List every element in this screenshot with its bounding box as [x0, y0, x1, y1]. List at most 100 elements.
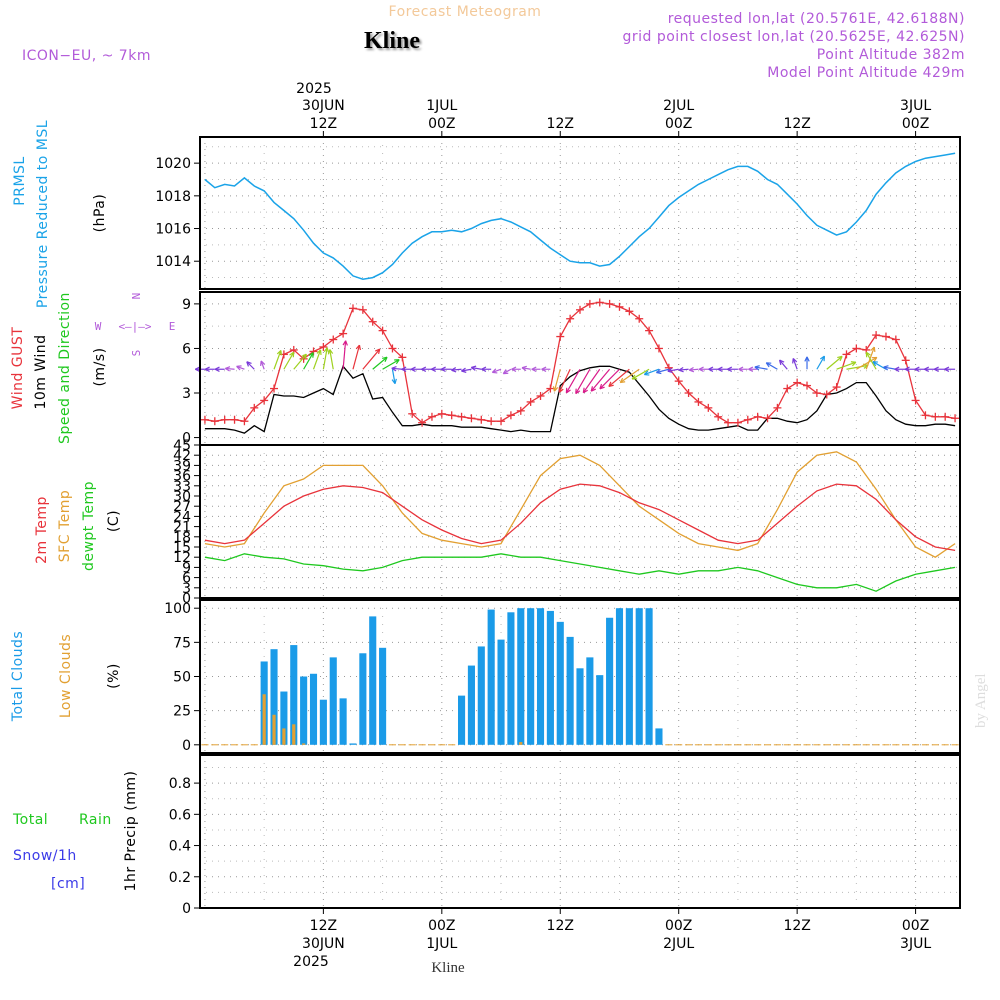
wind-arrow-head: [619, 377, 624, 383]
y-tick-label: 42: [173, 448, 191, 464]
wind-arrow-head: [421, 366, 427, 370]
low-cloud-bar: [519, 742, 523, 745]
total-cloud-bar: [477, 646, 485, 745]
wind-arrow-shaft: [451, 368, 462, 371]
wind-arrow-head: [236, 365, 241, 371]
low-cloud-bar: [262, 694, 266, 745]
wind-arrow-shaft: [575, 368, 591, 394]
y-tick-label: 0.8: [169, 776, 191, 792]
wind-arrow-head: [914, 366, 920, 370]
total-cloud-bar: [625, 608, 633, 745]
model-altitude: Model Point Altitude 429m: [767, 65, 965, 81]
wind-arrow-head: [678, 367, 684, 371]
precip-rain-label: Rain: [79, 812, 112, 828]
wind-arrow-head: [276, 349, 282, 355]
wind-10m-label: 10m Wind: [33, 334, 49, 409]
wind-arrow-head: [440, 366, 446, 370]
bottom-date-label: 30JUN: [302, 936, 345, 952]
wind-arrow-head: [329, 349, 334, 354]
wind-panel: Wind GUST 10m Wind Speed and Direction (…: [10, 292, 960, 447]
wind-arrow-head: [470, 366, 476, 371]
wind-arrow-shaft: [502, 368, 512, 375]
wind-arrow-head: [323, 347, 328, 353]
wind-arrow-head: [395, 359, 400, 365]
wind-arrow-shaft: [754, 366, 768, 370]
wind-arrow-shaft: [836, 361, 857, 370]
total-cloud-bar: [546, 610, 554, 745]
top-hour-label: 12Z: [547, 116, 574, 132]
panel-frame: [199, 754, 961, 909]
temp-panel: 2m Temp SFC Temp dewpt Temp (C) 03691215…: [34, 438, 956, 607]
wind-arrow-shaft: [826, 355, 843, 370]
wind-arrow-head: [872, 361, 877, 367]
y-tick-label: 75: [173, 635, 191, 651]
total-cloud-bar: [487, 609, 495, 745]
wind-arrow-head: [521, 367, 527, 372]
wind-arrow-shaft: [246, 361, 255, 370]
wind-arrow-head: [754, 366, 760, 371]
total-cloud-bar: [586, 657, 594, 745]
wind-arrow-head: [804, 356, 808, 362]
wind-arrow-head: [883, 366, 889, 371]
bottom-hour-label: 00Z: [428, 918, 455, 934]
panel-frames: [199, 136, 961, 909]
wind-arrow-head: [194, 368, 200, 372]
wind-arrow-shaft: [471, 366, 482, 370]
wind-arrow-head: [819, 355, 825, 360]
wind-arrow-shaft: [391, 367, 403, 370]
wind-arrow-head: [194, 366, 200, 370]
wind-arrow-head: [553, 387, 559, 392]
wind-dir-label: Speed and Direction: [57, 292, 73, 444]
wind-arrow-head: [717, 368, 723, 372]
y-tick-label: 0.6: [169, 807, 191, 823]
wind-arrow-head: [391, 379, 396, 385]
wind-arrow-head: [678, 369, 684, 373]
wind-arrow-shaft: [565, 368, 581, 394]
wind-arrow-shaft: [352, 344, 361, 370]
wind-arrow-head: [944, 368, 950, 372]
top-hour-label: 00Z: [665, 116, 692, 132]
wind-arrow-head: [644, 373, 650, 376]
panel-frame: [199, 599, 961, 754]
wind-arrow-head: [689, 369, 695, 373]
wind-arrow-shaft: [322, 347, 328, 370]
wind-arrow-head: [552, 386, 555, 392]
compass-s: S: [130, 350, 143, 357]
wind-arrow-head: [236, 365, 242, 367]
panel-frame: [199, 444, 961, 599]
panel-frame: [199, 136, 961, 290]
wind-arrow-head: [401, 368, 407, 372]
wind-arrow-head: [924, 366, 930, 370]
total-cloud-bar: [280, 691, 288, 745]
wind-arrow-head: [924, 368, 930, 372]
wind-arrow-head: [558, 388, 564, 393]
prmsl-label: PRMSL: [12, 156, 28, 205]
precip-snow-label: Snow/1h: [13, 848, 77, 864]
wind-arrow-head: [319, 349, 322, 356]
wind-arrow-head: [225, 366, 231, 369]
wind-arrow-head: [521, 365, 527, 369]
wind-arrow-head: [850, 361, 856, 363]
y-tick-label: 27: [173, 499, 191, 515]
wind-arrow-head: [391, 367, 397, 372]
wind-arrow-head: [301, 353, 307, 357]
bottom-date-label: 2JUL: [663, 936, 694, 952]
wind-10m-line: [204, 365, 956, 434]
total-cloud-bar: [606, 617, 614, 745]
sfc-temp-label: SFC Temp: [57, 490, 73, 562]
low-cloud-bar: [282, 728, 286, 745]
wind-arrow-head: [738, 368, 744, 372]
wind-arrow-head: [599, 386, 605, 390]
wind-arrow-head: [384, 356, 388, 363]
wind-arrow-shaft: [558, 368, 571, 393]
wind-arrow-head: [656, 371, 662, 375]
wind-arrow-head: [326, 347, 330, 353]
y-tick-label: 50: [173, 670, 191, 686]
wind-arrow-head: [748, 368, 754, 372]
wind-arrow-head: [511, 368, 517, 372]
total-cloud-bar: [566, 636, 574, 745]
total-cloud-bar: [596, 675, 604, 745]
wind-arrow-head: [582, 387, 585, 393]
wind-arrow-head: [204, 368, 210, 372]
y-tick-label: 0: [182, 901, 191, 917]
